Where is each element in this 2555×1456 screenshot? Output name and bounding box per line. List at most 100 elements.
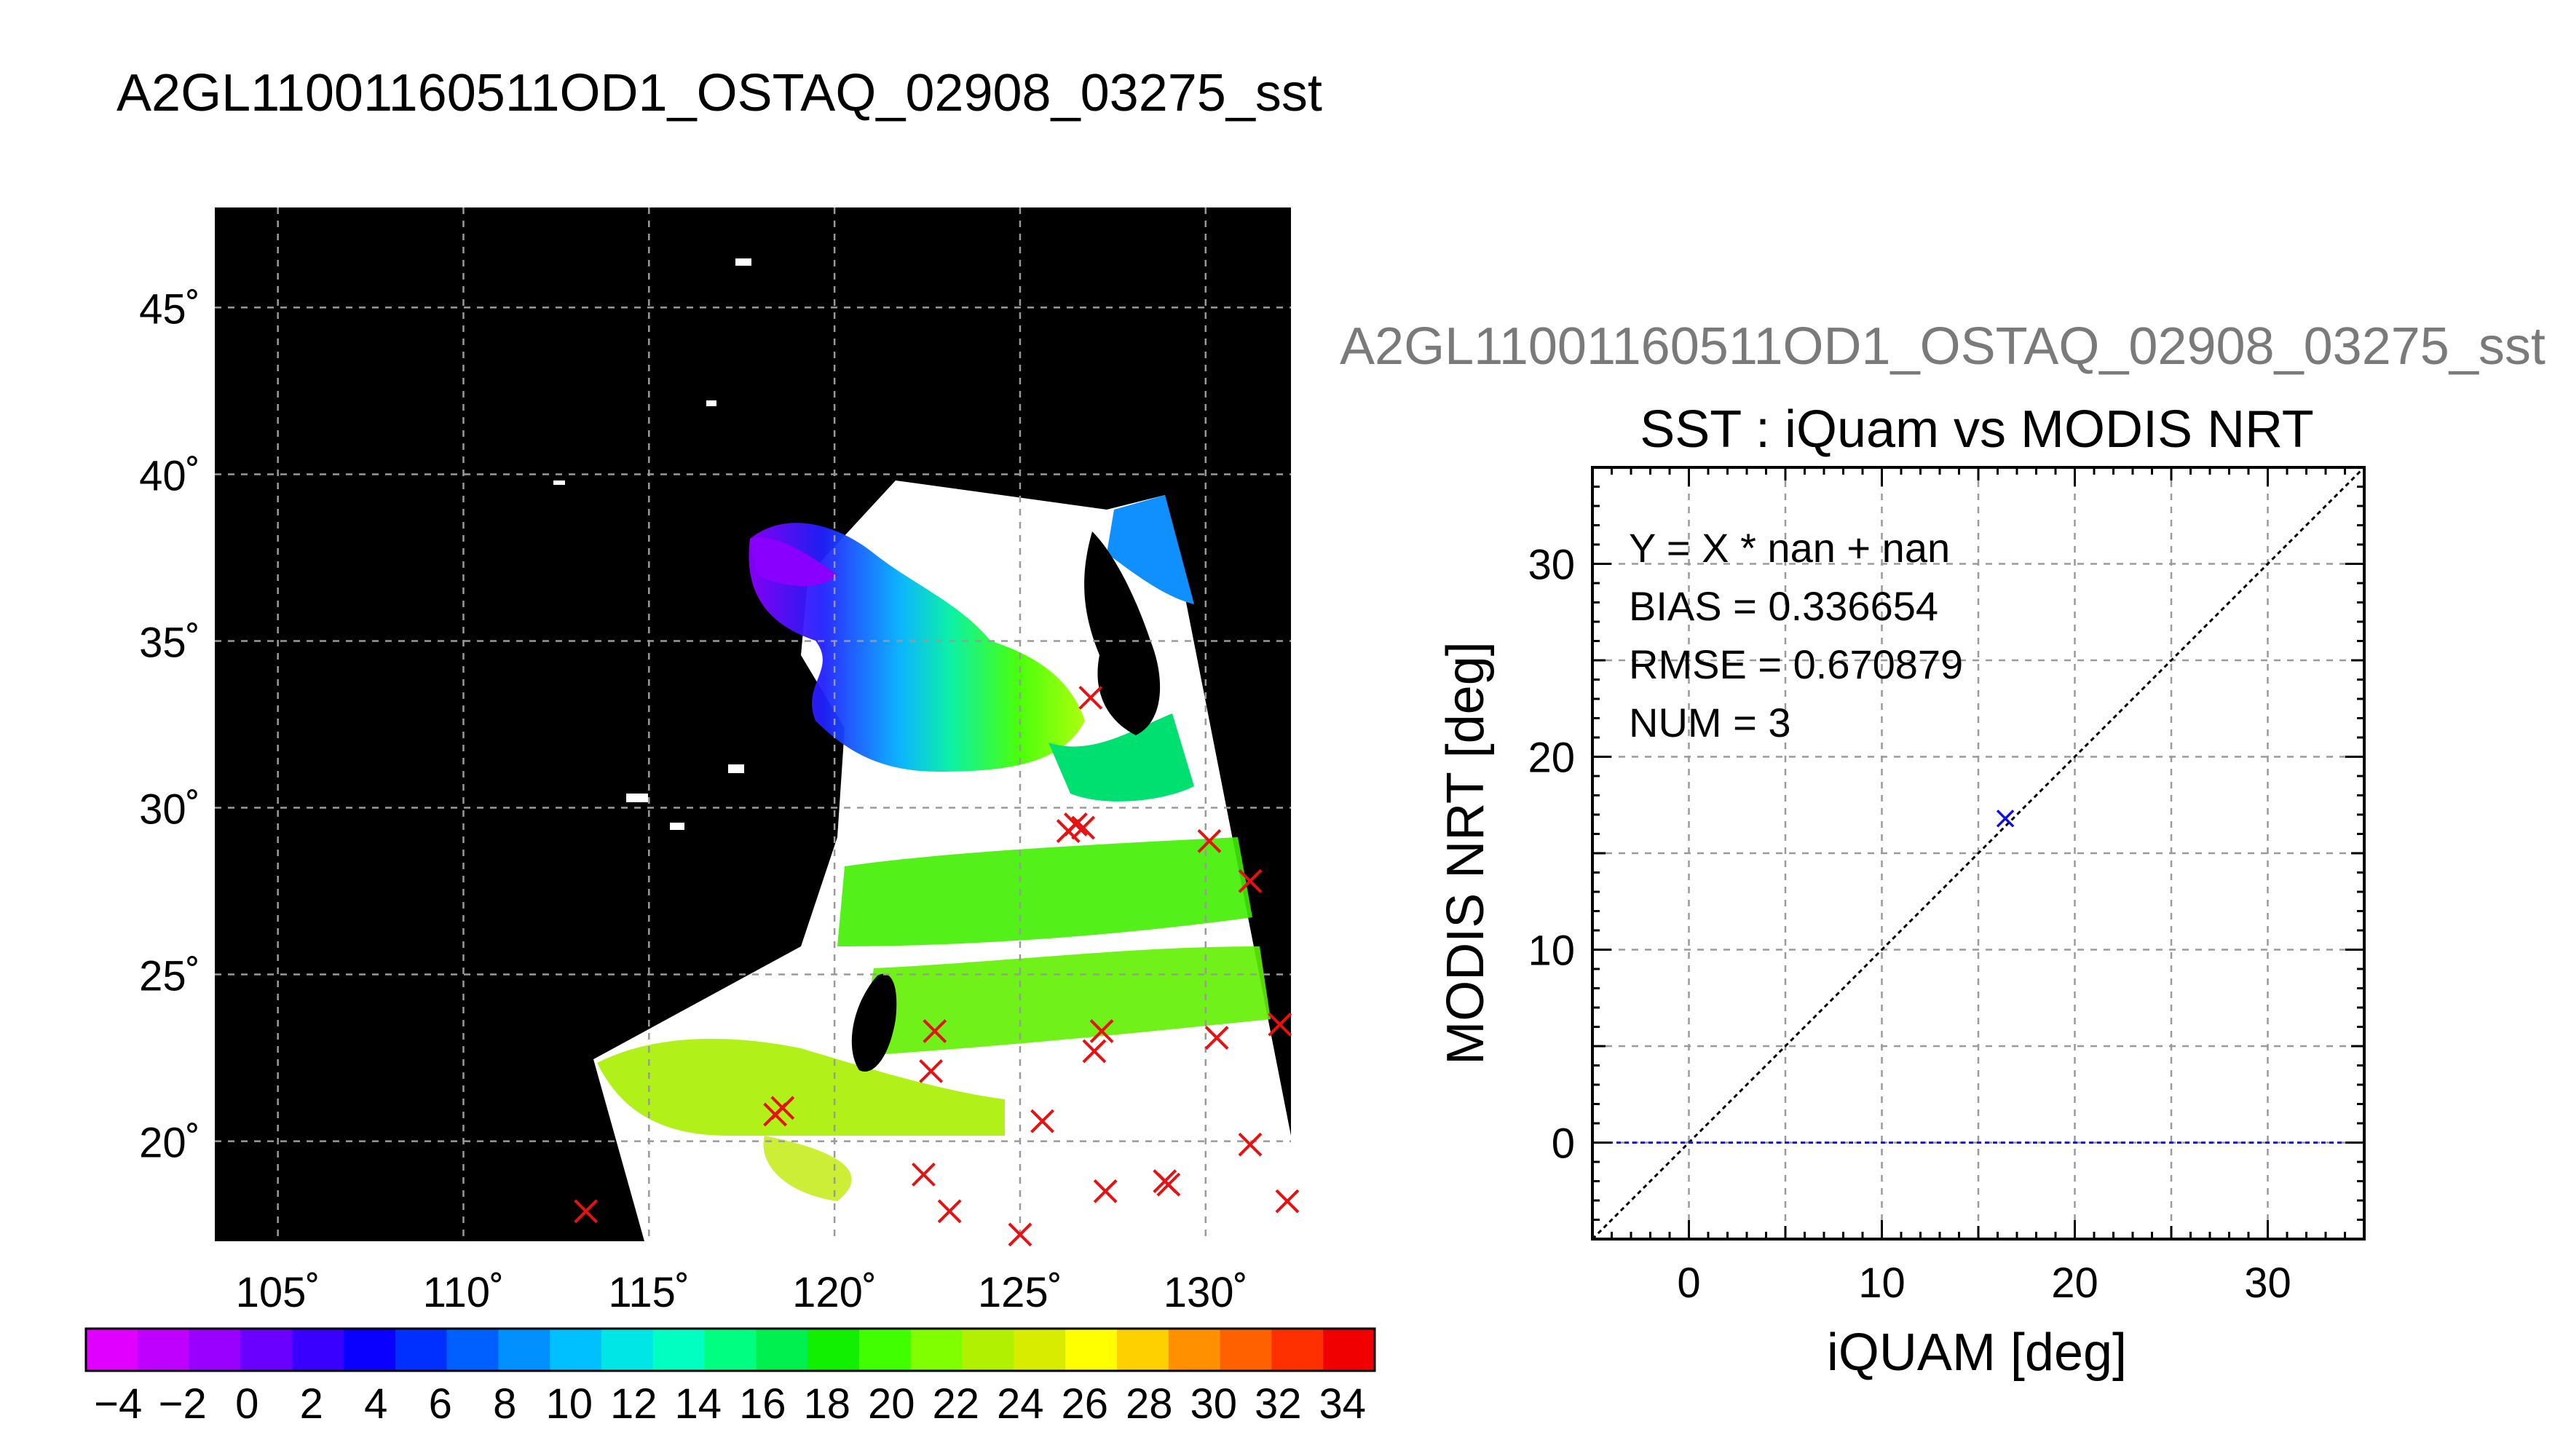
colorbar-cell-3 (240, 1329, 293, 1371)
colorbar-cell-24 (1323, 1329, 1375, 1371)
colorbar-cell-4 (292, 1329, 344, 1371)
scatter-x-tick-label-1: 10 (1858, 1259, 1906, 1307)
colorbar-label-15: 26 (1061, 1380, 1108, 1428)
map-y-tick-label-4: 40˚ (139, 452, 200, 499)
map-point-6 (937, 1199, 962, 1224)
map-point-21-stroke-b (1238, 1132, 1263, 1157)
colorbar-label-3: 2 (300, 1380, 323, 1428)
map-x-tick-label-4: 125˚ (978, 1269, 1062, 1316)
map-point-0-stroke-b (574, 1199, 599, 1224)
colorbar-cell-0 (86, 1329, 138, 1371)
colorbar-label-11: 18 (803, 1380, 850, 1428)
map-x-tick-label-1: 110˚ (423, 1269, 505, 1316)
sst-japan-sea-patch (1107, 495, 1194, 604)
map-point-18-stroke-b (1197, 828, 1222, 853)
map-point-4 (919, 1059, 944, 1083)
colorbar-label-0: −4 (94, 1380, 142, 1428)
map-point-18 (1197, 828, 1222, 853)
colorbar-cell-19 (1065, 1329, 1118, 1371)
map-point-3-stroke-b (912, 1162, 936, 1187)
map-y-tick-label-2: 30˚ (139, 786, 200, 834)
map-point-8 (1030, 1109, 1054, 1133)
rmse-value: RMSE = 0.670879 (1629, 641, 1963, 687)
map-point-13-stroke-b (1082, 1039, 1107, 1064)
map-x-tick-label-2: 115˚ (608, 1269, 690, 1316)
colorbar-label-2: 0 (235, 1380, 258, 1428)
bias-value: BIAS = 0.336654 (1629, 583, 1938, 629)
map-point-4-stroke-b (919, 1059, 944, 1083)
colorbar-cell-1 (137, 1329, 190, 1371)
map-y-tick-label-5: 45˚ (139, 285, 200, 333)
scatter-points (1996, 810, 2015, 828)
colorbar-label-17: 30 (1190, 1380, 1237, 1428)
scatter-reference-lines (1591, 466, 2366, 1241)
map-point-7-stroke-b (1008, 1222, 1032, 1247)
map-point-20 (1238, 869, 1263, 893)
scatter-x-tick-label-2: 20 (2051, 1259, 2098, 1307)
map-y-tick-label-3: 35˚ (139, 619, 200, 666)
fleck-3 (553, 480, 565, 485)
colorbar-cell-16 (910, 1329, 963, 1371)
scatter-ticks: 0 10 20 30 0 10 20 30 (1528, 466, 2366, 1307)
colorbar-label-13: 22 (932, 1380, 979, 1428)
scatter-point-0-stroke-b (1996, 810, 2015, 828)
map-point-10 (1063, 812, 1088, 836)
colorbar-frame (84, 1327, 1376, 1372)
map-x-tick-label-0: 105˚ (236, 1269, 320, 1316)
map-point-20-stroke-b (1238, 869, 1263, 893)
map-point-17-stroke-b (1156, 1172, 1181, 1197)
scatter-x-tick-label-0: 0 (1677, 1259, 1700, 1307)
colorbar-label-16: 28 (1126, 1380, 1173, 1428)
colorbar-cell-23 (1271, 1329, 1324, 1371)
colorbar-label-10: 16 (739, 1380, 786, 1428)
sst-cold-patch (750, 537, 837, 586)
colorbar-cell-8 (498, 1329, 550, 1371)
colorbar-cell-9 (550, 1329, 602, 1371)
map-point-15-stroke-b (1093, 1179, 1118, 1203)
map-point-23 (1275, 1189, 1300, 1214)
map-point-11-stroke-b (1071, 815, 1096, 840)
colorbar-label-6: 8 (493, 1380, 516, 1428)
colorbar-cell-20 (1117, 1329, 1169, 1371)
map-x-ticks: 105˚ 110˚ 115˚ 120˚ 125˚ 130˚ (236, 1269, 1248, 1316)
taiwan-landmass (851, 973, 897, 1072)
scatter-y-tick-label-1: 10 (1528, 927, 1575, 975)
korea-landmass (1084, 531, 1161, 735)
map-point-8-stroke-b (1030, 1109, 1054, 1133)
map-point-19-stroke-b (1204, 1026, 1229, 1050)
sst-colorbar: −4 −2 0 2 4 6 8 10 12 14 16 18 20 22 24 26 28 30 32 34 (84, 1327, 1376, 1428)
map-point-23-stroke-b (1275, 1189, 1300, 1214)
map-point-0 (574, 1199, 599, 1224)
sst-east-patch (1049, 713, 1194, 802)
colorbar-cell-14 (807, 1329, 860, 1371)
fleck-4 (626, 794, 648, 802)
colorbar-cell-7 (446, 1329, 499, 1371)
scatter-file-title-clip: A2GL11001160511OD1_OSTAQ_02908_03275_sst (1340, 313, 2555, 393)
colorbar-labels: −4 −2 0 2 4 6 8 10 12 14 16 18 20 22 24 26 28 30 32 34 (94, 1380, 1366, 1428)
scatter-y-tick-label-2: 20 (1528, 735, 1575, 782)
map-field (553, 258, 1291, 1241)
colorbar-label-18: 32 (1255, 1380, 1302, 1428)
colorbar-cell-5 (344, 1329, 396, 1371)
map-point-5 (923, 1019, 947, 1043)
map-point-11 (1071, 815, 1096, 840)
scatter-plot: SST : iQuam vs MODIS NRT 0 10 20 300102030 … (1437, 400, 2366, 1382)
x-axis-label: iQUAM [deg] (1827, 1324, 2127, 1382)
y-axis-label: MODIS NRT [deg] (1437, 641, 1495, 1065)
colorbar-cell-22 (1220, 1329, 1272, 1371)
map-point-10-stroke-b (1063, 812, 1088, 836)
colorbar-label-1: −2 (159, 1380, 207, 1428)
map-points (574, 685, 1300, 1247)
map-y-tick-label-1: 25˚ (139, 953, 200, 1000)
page-title: A2GL11001160511OD1_OSTAQ_02908_03275_sst (117, 64, 1322, 122)
map-y-tick-label-0: 20˚ (139, 1120, 200, 1167)
map-point-2 (763, 1102, 787, 1127)
colorbar-cell-6 (395, 1329, 448, 1371)
sst-band-1 (837, 837, 1252, 946)
map-point-15 (1093, 1179, 1118, 1203)
colorbar-cell-21 (1168, 1329, 1221, 1371)
colorbar-label-8: 12 (610, 1380, 657, 1428)
map-point-5-stroke-b (923, 1019, 947, 1043)
map-grid (215, 207, 1291, 1241)
